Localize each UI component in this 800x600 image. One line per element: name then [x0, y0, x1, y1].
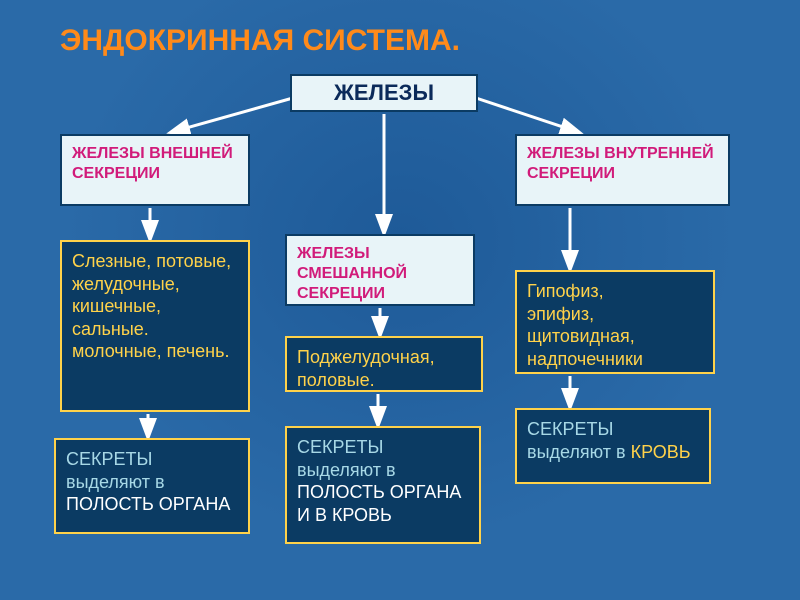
box-int-secret: СЕКРЕТЫ выделяют в КРОВЬ	[515, 408, 711, 484]
slide-background: ЭНДОКРИННАЯ СИСТЕМА. ЖЕЛЕЗЫ ЖЕЛЕЗЫ ВНЕШН…	[0, 0, 800, 600]
box-int-list: Гипофиз, эпифиз, щитовидная, надпочечник…	[515, 270, 715, 374]
box-ext-secret: СЕКРЕТЫ выделяют в ПОЛОСТЬ ОРГАНА	[54, 438, 250, 534]
box-mix-secret: СЕКРЕТЫ выделяют в ПОЛОСТЬ ОРГАНА И В КР…	[285, 426, 481, 544]
box-ext-title: ЖЕЛЕЗЫ ВНЕШНЕЙ СЕКРЕЦИИ	[60, 134, 250, 206]
box-mix-list: Поджелудочная, половые.	[285, 336, 483, 392]
box-root: ЖЕЛЕЗЫ	[290, 74, 478, 112]
box-mix-title: ЖЕЛЕЗЫ СМЕШАННОЙ СЕКРЕЦИИ	[285, 234, 475, 306]
box-ext-list: Слезные, потовые, желудочные, кишечные, …	[60, 240, 250, 412]
slide-title: ЭНДОКРИННАЯ СИСТЕМА.	[60, 24, 460, 58]
box-int-title: ЖЕЛЕЗЫ ВНУТРЕННЕЙ СЕКРЕЦИИ	[515, 134, 730, 206]
